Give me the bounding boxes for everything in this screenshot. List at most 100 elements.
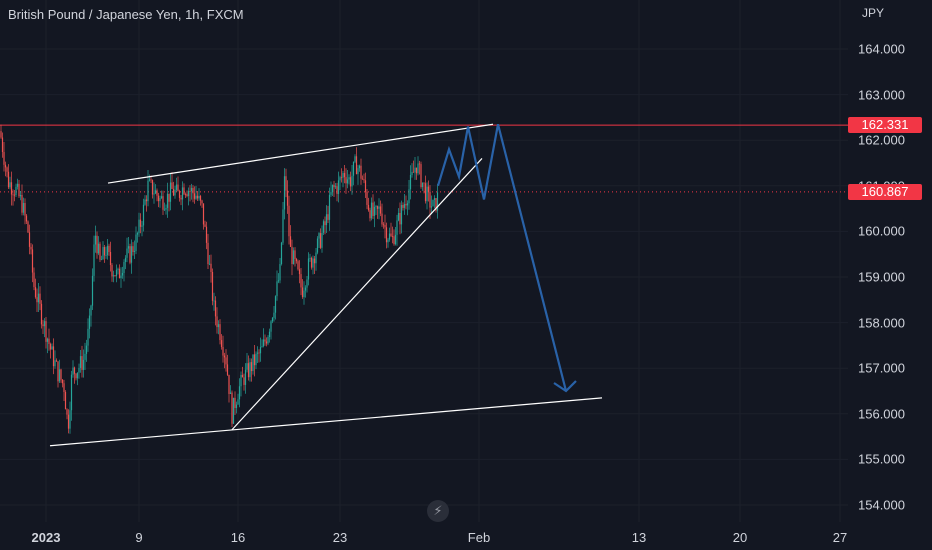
candle-body <box>429 191 431 208</box>
candle-body <box>324 221 326 226</box>
candle-body <box>385 227 388 243</box>
candle-body <box>114 275 116 277</box>
candle-body <box>366 191 368 205</box>
candle-body <box>198 196 200 199</box>
candle-body <box>228 374 230 394</box>
chart-grid <box>0 0 848 522</box>
candle-body <box>192 187 194 194</box>
candle-body <box>138 219 140 234</box>
candle-body <box>199 196 202 201</box>
candle-body <box>196 195 199 199</box>
candle-body <box>82 359 85 370</box>
candle-body <box>36 297 38 303</box>
candle-body <box>252 354 254 372</box>
candle-body <box>9 182 11 188</box>
candle-body <box>168 193 170 202</box>
candle-body <box>303 290 305 298</box>
candle-body <box>249 362 251 378</box>
candle-body <box>207 242 209 265</box>
candle-body <box>423 182 425 184</box>
candle-body <box>165 207 167 210</box>
candle-body <box>372 202 374 216</box>
candle-body <box>250 362 253 372</box>
candle-body <box>148 179 151 181</box>
candle-body <box>391 236 394 237</box>
candle-body <box>208 263 211 265</box>
candle-body <box>306 279 308 288</box>
candle-body <box>283 176 286 210</box>
candle-body <box>45 321 47 342</box>
candle-body <box>105 255 107 256</box>
candle-body <box>78 367 80 373</box>
candle-body <box>267 337 269 344</box>
y-tick-label: 164.000 <box>858 41 905 57</box>
candle-body <box>153 193 155 195</box>
candle-body <box>123 261 125 273</box>
y-tick-label: 157.000 <box>858 360 905 376</box>
candle-body <box>384 224 386 228</box>
candle-body <box>141 225 143 227</box>
candle-body <box>51 346 53 350</box>
candle-body <box>21 195 23 213</box>
candle-body <box>160 196 163 199</box>
candle-body <box>271 317 274 322</box>
candle-body <box>430 206 433 208</box>
candle-body <box>156 190 158 196</box>
candle-body <box>10 182 13 195</box>
candle-body <box>234 397 236 409</box>
candle-body <box>415 167 418 174</box>
candle-body <box>118 268 121 279</box>
candle-body <box>147 180 149 202</box>
upper-channel-line <box>107 123 494 184</box>
candle-body <box>292 250 295 265</box>
x-tick-label: Feb <box>467 530 491 545</box>
candle-body <box>22 202 25 213</box>
candle-body <box>435 198 437 211</box>
candle-body <box>229 392 232 394</box>
candle-body <box>210 263 212 272</box>
candle-body <box>69 410 71 429</box>
candle-body <box>262 339 265 347</box>
candle-body <box>129 246 131 263</box>
candle-body <box>334 186 337 188</box>
y-tick-label: 155.000 <box>858 451 905 467</box>
candle-body <box>321 232 323 248</box>
candle-body <box>373 206 376 216</box>
candle-body <box>381 213 383 225</box>
candle-body <box>204 224 206 227</box>
x-tick-label: 13 <box>631 530 647 545</box>
candle-body <box>247 363 250 378</box>
candle-body <box>397 212 400 221</box>
candle-body <box>184 194 187 196</box>
candle-body <box>111 265 113 277</box>
rising-support-line <box>231 158 483 431</box>
candle-body <box>238 386 241 400</box>
candle-body <box>327 214 329 220</box>
candle-body <box>412 171 415 173</box>
candle-body <box>232 397 235 424</box>
candle-body <box>298 269 301 275</box>
candle-body <box>253 354 256 366</box>
candle-body <box>133 250 136 252</box>
candle-body <box>63 383 65 392</box>
candle-body <box>309 257 311 259</box>
lightning-bolt-icon[interactable]: ⚡ <box>427 500 449 522</box>
candle-body <box>96 235 98 254</box>
candle-body <box>73 367 76 374</box>
candle-body <box>6 167 8 172</box>
candle-body <box>358 165 361 169</box>
candle-body <box>336 186 338 194</box>
candle-body <box>28 232 31 247</box>
candle-body <box>181 187 184 200</box>
candle-body <box>235 404 238 409</box>
candle-body <box>322 221 325 233</box>
candle-body <box>357 168 359 175</box>
candle-body <box>315 252 317 264</box>
y-tick-label: 162.000 <box>858 132 905 148</box>
candle-body <box>30 246 32 250</box>
symbol-title: British Pound / Japanese Yen, 1h, FXCM <box>8 7 244 22</box>
candle-body <box>406 203 409 206</box>
candle-body <box>174 189 176 196</box>
candle-body <box>43 321 46 327</box>
